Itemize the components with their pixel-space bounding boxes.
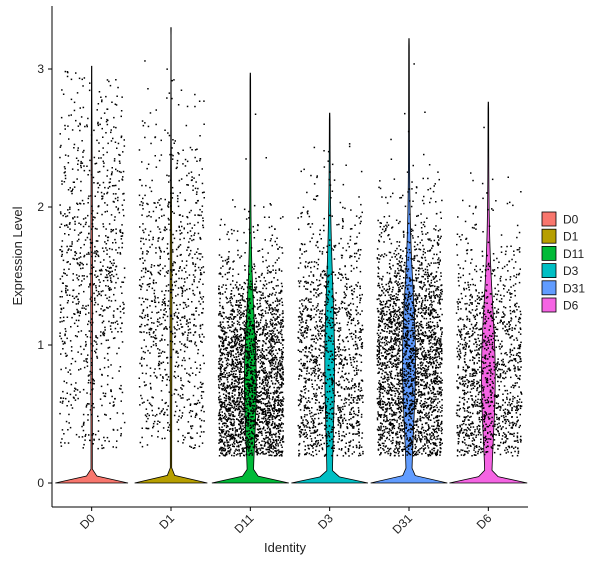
legend-label-D0: D0	[563, 213, 579, 227]
legend-swatch-D6	[541, 297, 557, 313]
y-tick-label-1: 1	[37, 338, 44, 352]
violin-shape-D31	[370, 38, 448, 484]
legend-label-D11: D11	[563, 247, 584, 261]
points-D3	[297, 143, 364, 457]
violin-shape-D3	[291, 112, 369, 484]
legend-swatch-D3	[541, 263, 557, 279]
violin-shape-D6	[449, 101, 528, 484]
legend: D0 D1 D11 D3 D31 D6	[541, 211, 585, 313]
legend-label-D1: D1	[563, 230, 579, 244]
y-tick-label-2: 2	[37, 200, 44, 214]
x-tick-label-D11: D11	[232, 511, 257, 536]
y-ticks: 0 1 2 3	[37, 62, 52, 490]
x-tick-label-D3: D3	[315, 511, 336, 532]
legend-label-D31: D31	[563, 281, 585, 295]
x-tick-label-D1: D1	[156, 511, 177, 532]
y-tick-label-3: 3	[37, 62, 44, 76]
y-tick-label-0: 0	[37, 476, 44, 490]
legend-item-D3: D3	[541, 263, 579, 279]
legend-swatch-D0	[541, 211, 557, 227]
x-tick-label-D31: D31	[390, 511, 416, 537]
y-axis-title: Expression Level	[10, 206, 25, 305]
x-axis-title: Identity	[264, 540, 306, 555]
legend-swatch-D11	[541, 245, 557, 261]
legend-item-D11: D11	[541, 245, 584, 261]
violin-shape-D1	[134, 27, 208, 484]
jitter-points	[59, 60, 523, 457]
legend-label-D3: D3	[563, 264, 579, 278]
violin-D1	[134, 27, 208, 484]
x-tick-label-D6: D6	[474, 511, 495, 532]
axes	[51, 6, 528, 508]
points-D6	[455, 126, 523, 457]
points-D11	[217, 113, 285, 457]
legend-item-D6: D6	[541, 297, 579, 313]
violin-D31	[370, 38, 448, 484]
violin-D0	[55, 65, 129, 484]
violin-shape-D0	[55, 65, 129, 484]
points-D1	[138, 60, 205, 449]
points-D31	[376, 63, 443, 457]
x-ticks: D0 D1 D11 D3 D31 D6	[77, 507, 495, 537]
points-D0	[59, 70, 126, 450]
legend-item-D1: D1	[541, 228, 579, 244]
x-tick-label-D0: D0	[77, 511, 98, 532]
legend-item-D0: D0	[541, 211, 579, 227]
violin-D6	[449, 101, 528, 484]
violin-D3	[291, 112, 369, 484]
legend-item-D31: D31	[541, 280, 585, 296]
legend-swatch-D31	[541, 280, 557, 296]
legend-swatch-D1	[541, 228, 557, 244]
plot-area	[55, 27, 528, 484]
legend-label-D6: D6	[563, 299, 579, 313]
